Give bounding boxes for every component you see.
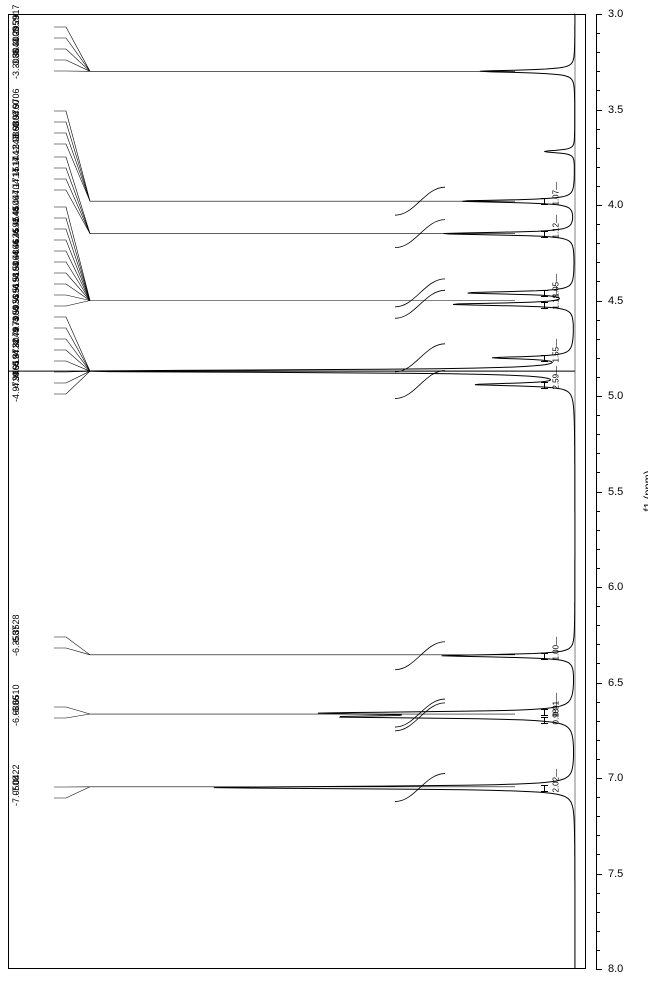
integral-bar-cap — [541, 237, 548, 238]
minor-tick — [596, 148, 600, 149]
minor-tick — [596, 167, 600, 168]
tick-label: 3.0 — [608, 8, 623, 20]
minor-tick — [596, 453, 600, 454]
minor-tick — [596, 186, 600, 187]
integral-bar-cap — [541, 382, 548, 383]
integral-value-label: 1.18— — [552, 286, 561, 310]
integral-bar-cap — [541, 204, 548, 205]
integral-bar-cap — [541, 231, 548, 232]
minor-tick — [596, 702, 600, 703]
integral-bar-cap — [541, 290, 548, 291]
major-tick — [596, 492, 602, 493]
tick-label: 6.5 — [608, 677, 623, 689]
minor-tick — [596, 740, 600, 741]
axis-title: f1 (ppm) — [642, 471, 648, 512]
minor-tick — [596, 816, 600, 817]
major-tick — [596, 14, 602, 15]
integral-value-label: 2.02— — [552, 769, 561, 793]
integral-bar-cap — [541, 659, 548, 660]
tick-label: 3.5 — [608, 104, 623, 116]
minor-tick — [596, 835, 600, 836]
minor-tick — [596, 912, 600, 913]
integral-bar-cap — [541, 361, 548, 362]
minor-tick — [596, 511, 600, 512]
minor-tick — [596, 224, 600, 225]
major-tick — [596, 396, 602, 397]
minor-tick — [596, 377, 600, 378]
minor-tick — [596, 243, 600, 244]
tick-label: 4.5 — [608, 295, 623, 307]
major-tick — [596, 969, 602, 970]
minor-tick — [596, 625, 600, 626]
integral-value-label: 0.98— — [552, 701, 561, 725]
minor-tick — [596, 33, 600, 34]
minor-tick — [596, 129, 600, 130]
minor-tick — [596, 950, 600, 951]
major-tick — [596, 778, 602, 779]
minor-tick — [596, 415, 600, 416]
tick-label: 5.5 — [608, 486, 623, 498]
minor-tick — [596, 281, 600, 282]
peak-value-label: -3.3086 — [11, 48, 21, 79]
minor-tick — [596, 606, 600, 607]
minor-tick — [596, 472, 600, 473]
minor-tick — [596, 90, 600, 91]
minor-tick — [596, 893, 600, 894]
tick-label: 4.0 — [608, 199, 623, 211]
minor-tick — [596, 549, 600, 550]
minor-tick — [596, 530, 600, 531]
major-tick — [596, 587, 602, 588]
minor-tick — [596, 262, 600, 263]
peak-value-label: -6.3587 — [11, 625, 21, 656]
integral-value-label: 1.00— — [552, 637, 561, 661]
major-tick — [596, 683, 602, 684]
peak-value-label: -4.9739 — [11, 371, 21, 402]
minor-tick — [596, 797, 600, 798]
minor-tick — [596, 644, 600, 645]
major-tick — [596, 874, 602, 875]
integral-bar-cap — [541, 355, 548, 356]
integral-bar-cap — [541, 791, 548, 792]
peak-value-label: -7.0508 — [11, 775, 21, 806]
nmr-spectrum-svg — [0, 0, 648, 1000]
minor-tick — [596, 721, 600, 722]
major-tick — [596, 110, 602, 111]
minor-tick — [596, 339, 600, 340]
integral-value-label: 1.55— — [552, 339, 561, 363]
minor-tick — [596, 568, 600, 569]
minor-tick — [596, 358, 600, 359]
integral-bar-cap — [541, 709, 548, 710]
tick-label: 6.0 — [608, 581, 623, 593]
minor-tick — [596, 759, 600, 760]
integral-bar-cap — [541, 302, 548, 303]
minor-tick — [596, 320, 600, 321]
integral-bar-cap — [541, 723, 548, 724]
peak-value-label: -6.6806 — [11, 695, 21, 726]
integral-bar-cap — [541, 715, 548, 716]
minor-tick — [596, 434, 600, 435]
major-tick — [596, 205, 602, 206]
integral-value-label: 1.07— — [552, 182, 561, 206]
integral-bar-cap — [541, 296, 548, 297]
integral-value-label: 2.59— — [552, 366, 561, 390]
integral-bar-cap — [541, 198, 548, 199]
minor-tick — [596, 52, 600, 53]
minor-tick — [596, 854, 600, 855]
major-tick — [596, 301, 602, 302]
integral-bar-cap — [541, 717, 548, 718]
minor-tick — [596, 71, 600, 72]
minor-tick — [596, 931, 600, 932]
integral-bar-cap — [541, 388, 548, 389]
integral-bar-cap — [541, 785, 548, 786]
tick-label: 5.0 — [608, 390, 623, 402]
minor-tick — [596, 663, 600, 664]
tick-label: 7.0 — [608, 772, 623, 784]
integral-value-label: 1.12— — [552, 215, 561, 239]
integral-bar-cap — [541, 653, 548, 654]
integral-bar-cap — [541, 308, 548, 309]
tick-label: 8.0 — [608, 963, 623, 975]
tick-label: 7.5 — [608, 868, 623, 880]
